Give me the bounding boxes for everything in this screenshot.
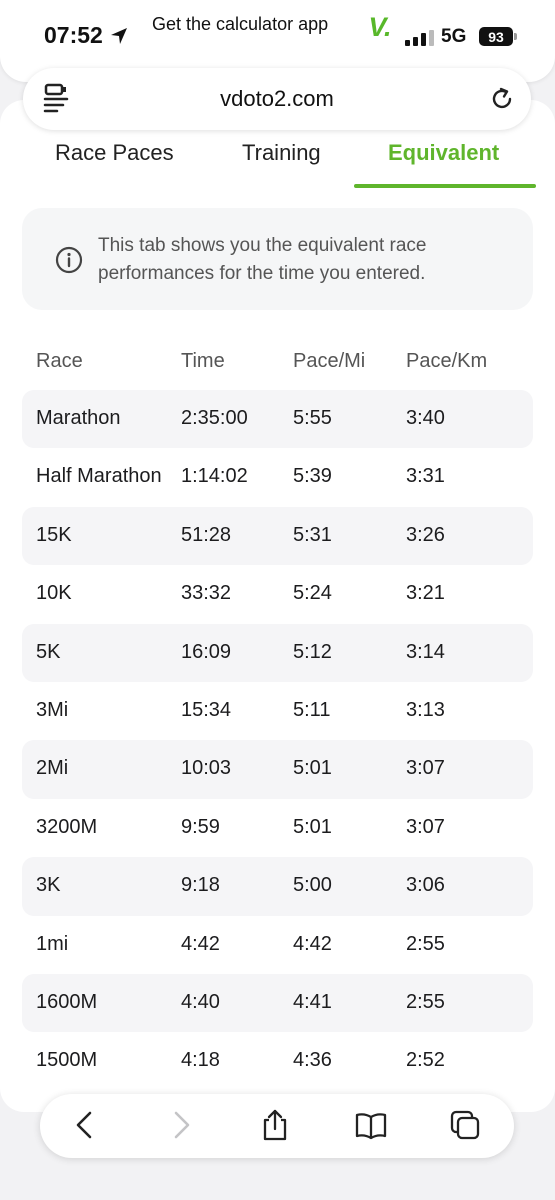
cell-race: 15K xyxy=(36,523,72,546)
info-box: This tab shows you the equivalent race p… xyxy=(22,208,533,310)
cell-pace-km: 3:26 xyxy=(406,523,445,546)
back-icon[interactable] xyxy=(68,1108,102,1142)
cell-pace-km: 3:07 xyxy=(406,815,445,838)
cell-pace-km: 3:06 xyxy=(406,874,445,897)
battery-cap xyxy=(514,33,517,40)
cell-pace-km: 3:21 xyxy=(406,582,445,605)
cell-time: 9:18 xyxy=(181,874,220,897)
status-time: 07:52 xyxy=(44,22,129,49)
status-bar: 07:52 Get the calculator app V. 5G 93 xyxy=(0,0,555,66)
cell-race: 3K xyxy=(36,874,61,897)
cell-race: 3Mi xyxy=(36,698,69,721)
cell-time: 1:14:02 xyxy=(181,465,248,488)
cell-pace-mi: 4:41 xyxy=(293,990,332,1013)
equivalents-table: Race Time Pace/Mi Pace/Km Marathon 2:35:0… xyxy=(22,332,533,1091)
tab-training[interactable]: Training xyxy=(242,140,321,165)
cell-pace-mi: 5:00 xyxy=(293,874,332,897)
cell-race: Marathon xyxy=(36,407,121,429)
signal-icon xyxy=(405,30,434,46)
cell-pace-mi: 5:24 xyxy=(293,582,332,605)
cell-pace-km: 2:55 xyxy=(406,990,445,1013)
cell-time: 2:35:00 xyxy=(181,407,248,429)
cell-pace-km: 3:14 xyxy=(406,640,445,663)
cell-time: 4:18 xyxy=(181,1049,220,1072)
cell-pace-km: 3:31 xyxy=(406,465,445,488)
cell-pace-mi: 5:12 xyxy=(293,640,332,663)
cell-race: 1mi xyxy=(36,932,69,955)
header-time: Time xyxy=(181,350,225,372)
header-race: Race xyxy=(36,350,83,372)
address-bar[interactable]: vdoto2.com xyxy=(23,68,531,130)
cell-time: 33:32 xyxy=(181,582,232,605)
cell-time: 4:42 xyxy=(181,932,220,955)
cell-time: 51:28 xyxy=(181,523,232,546)
cell-time: 10:03 xyxy=(181,757,232,780)
location-arrow-icon xyxy=(110,27,127,44)
network-type: 5G xyxy=(441,26,467,47)
header-pace-km: Pace/Km xyxy=(406,350,488,372)
active-tab-indicator xyxy=(354,184,536,188)
cell-pace-mi: 4:42 xyxy=(293,932,332,955)
url-text[interactable]: vdoto2.com xyxy=(220,86,334,111)
table-row: 2Mi 10:03 5:01 3:07 xyxy=(22,740,533,799)
table-row: 3K 9:18 5:00 3:06 xyxy=(22,857,533,916)
cell-pace-mi: 5:39 xyxy=(293,465,332,488)
table-header: Race Time Pace/Mi Pace/Km xyxy=(22,332,533,390)
cell-race: 5K xyxy=(36,640,61,663)
info-icon xyxy=(55,246,83,274)
tab-equivalent[interactable]: Equivalent xyxy=(388,140,500,165)
cell-pace-mi: 5:31 xyxy=(293,523,332,546)
cell-time: 16:09 xyxy=(181,640,232,663)
cell-pace-mi: 4:36 xyxy=(293,1049,332,1072)
table-row: 1600M 4:40 4:41 2:55 xyxy=(22,973,533,1033)
cell-pace-mi: 5:01 xyxy=(293,815,332,838)
cell-time: 15:34 xyxy=(181,698,232,721)
bookmarks-icon[interactable] xyxy=(354,1108,388,1142)
table-row: 1500M 4:18 4:36 2:52 xyxy=(22,1032,533,1090)
cell-race: 3200M xyxy=(36,815,98,838)
table-row: 3Mi 15:34 5:11 3:13 xyxy=(22,682,533,740)
cell-race: 1500M xyxy=(36,1049,98,1072)
app-logo[interactable]: V. xyxy=(357,4,403,50)
cell-pace-km: 3:13 xyxy=(406,698,445,721)
cell-time: 4:40 xyxy=(181,990,220,1013)
table-row: Half Marathon 1:14:02 5:39 3:31 xyxy=(22,448,533,506)
get-app-banner[interactable]: Get the calculator app xyxy=(152,14,329,34)
tab-race-paces[interactable]: Race Paces xyxy=(55,140,174,165)
cell-pace-km: 2:55 xyxy=(406,932,445,955)
info-text: This tab shows you the equivalent race p… xyxy=(98,235,427,284)
battery-icon: 93 xyxy=(479,27,513,46)
table-row: 10K 33:32 5:24 3:21 xyxy=(22,565,533,623)
header-pace-mi: Pace/Mi xyxy=(293,350,366,372)
cell-race: 2Mi xyxy=(36,757,69,780)
table-row: 1mi 4:42 4:42 2:55 xyxy=(22,916,533,974)
tab-bar: Race Paces Training Equivalent xyxy=(0,132,555,188)
browser-toolbar xyxy=(40,1094,514,1158)
cell-race: 1600M xyxy=(36,990,98,1013)
table-row: 3200M 9:59 5:01 3:07 xyxy=(22,799,533,857)
share-icon[interactable] xyxy=(258,1108,292,1142)
cell-pace-mi: 5:11 xyxy=(293,698,331,721)
table-row: 15K 51:28 5:31 3:26 xyxy=(22,506,533,566)
forward-icon[interactable] xyxy=(164,1108,198,1142)
tabs-icon[interactable] xyxy=(448,1108,482,1142)
table-body: Marathon 2:35:00 5:55 3:40 Half Marathon 1:14… xyxy=(22,390,533,1091)
cell-pace-mi: 5:55 xyxy=(293,407,332,429)
cell-pace-km: 3:40 xyxy=(406,407,445,429)
table-row: 5K 16:09 5:12 3:14 xyxy=(22,623,533,682)
cell-race: 10K xyxy=(36,582,72,605)
cell-pace-km: 2:52 xyxy=(406,1049,445,1072)
cell-pace-km: 3:07 xyxy=(406,757,445,780)
cell-race: Half Marathon xyxy=(36,465,162,488)
reload-icon[interactable] xyxy=(489,86,515,112)
site-menu-icon[interactable] xyxy=(43,82,71,114)
cell-time: 9:59 xyxy=(181,815,220,838)
cell-pace-mi: 5:01 xyxy=(293,757,332,780)
table-row: Marathon 2:35:00 5:55 3:40 xyxy=(22,390,533,449)
